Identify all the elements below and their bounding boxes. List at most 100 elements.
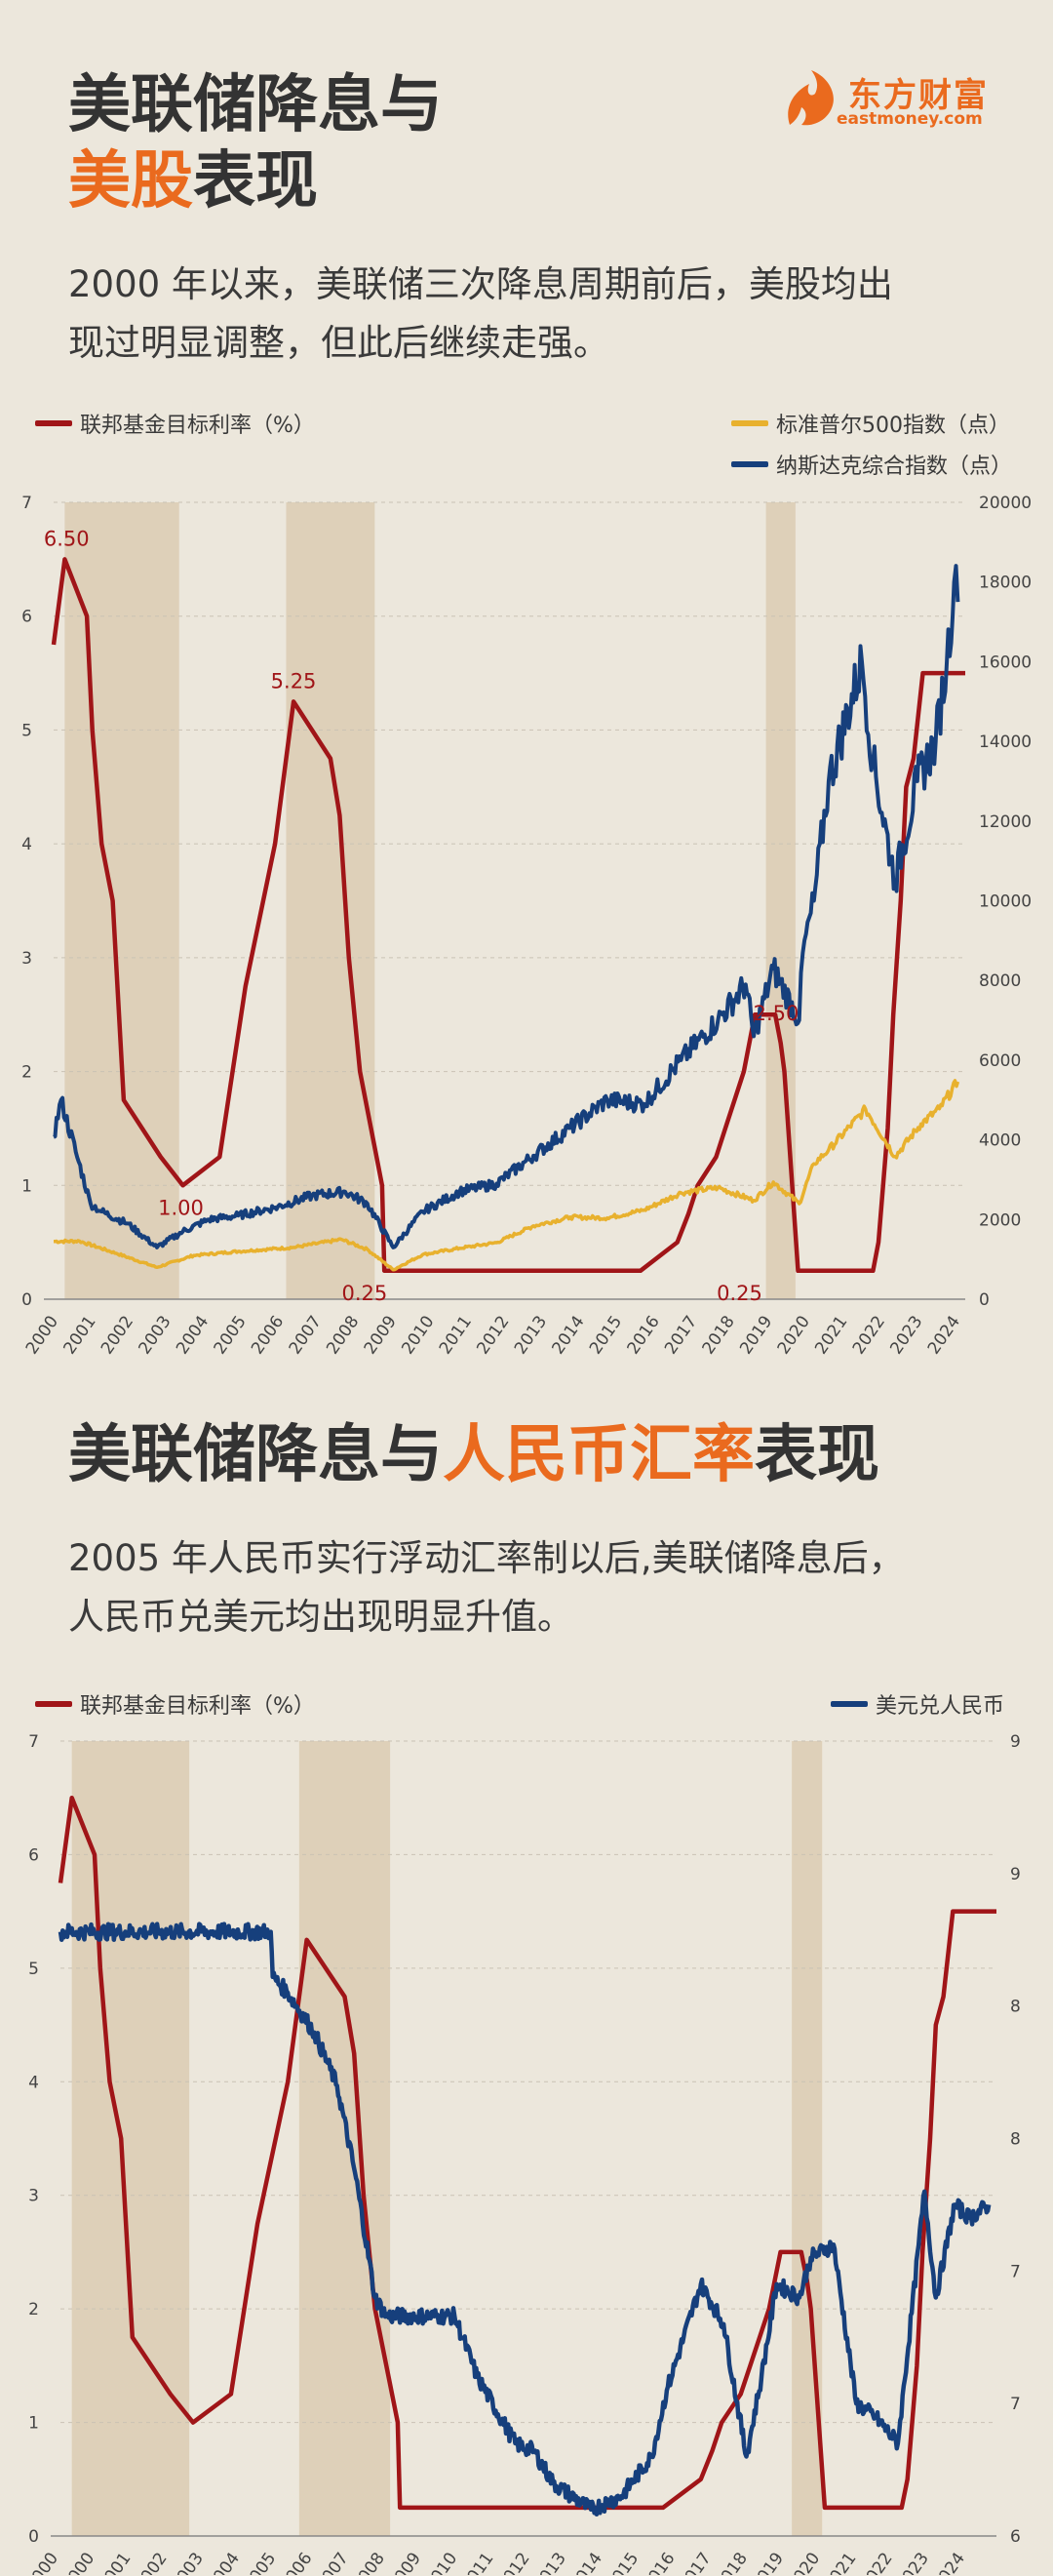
chart1: 0123456702000400060008000100001200014000… [21, 494, 1032, 1356]
x-tick-5: 2005 [211, 1312, 251, 1356]
x-tick-1: 2001 [59, 1312, 99, 1356]
x-tick-21: 2020 [784, 2549, 824, 2575]
legend-swatch-fed-2 [35, 1701, 72, 1707]
flame-icon [788, 70, 834, 126]
x-tick-6: 2006 [248, 1312, 288, 1356]
section2-title-accent: 人民币汇率 [443, 1419, 755, 1491]
y-right-tick-1: 2000 [979, 1210, 1021, 1230]
x-tick-5: 2004 [204, 2549, 244, 2575]
x-tick-24: 2023 [893, 2549, 933, 2575]
annotation-0: 6.50 [44, 527, 90, 550]
x-tick-20: 2019 [748, 2549, 788, 2575]
x-tick-9: 2009 [361, 1312, 401, 1356]
y-left-tick-0: 0 [21, 1290, 32, 1310]
x-tick-14: 2014 [548, 1312, 588, 1356]
legend-label-usdcny: 美元兑人民币 [876, 1694, 1005, 1719]
y-left-tick-0: 0 [28, 2527, 39, 2547]
fed-rate-line-2 [58, 1795, 996, 2511]
y-right-tick-2: 7 [1010, 2262, 1021, 2281]
y-left-tick-7: 7 [21, 494, 32, 513]
x-tick-4: 2004 [173, 1312, 213, 1356]
x-tick-13: 2013 [511, 1312, 551, 1356]
x-tick-17: 2016 [639, 2549, 679, 2575]
x-tick-14: 2013 [530, 2549, 570, 2575]
x-tick-0: 2000 [22, 1312, 62, 1356]
legend-swatch-fed [35, 420, 72, 426]
section2-title-rest: 表现 [755, 1419, 879, 1491]
y-left-tick-6: 6 [28, 1845, 39, 1865]
y-right-tick-8: 16000 [979, 653, 1032, 672]
section2-subtitle-line1: 2005 年人民币实行浮动汇率制以后,美联储降息后， [68, 1537, 905, 1579]
eastmoney-logo: 东方财富 eastmoney.com [780, 66, 994, 135]
annotation-5: 0.25 [717, 1282, 762, 1305]
y-right-tick-9: 18000 [979, 574, 1032, 593]
annotation-3: 0.25 [342, 1282, 388, 1305]
x-tick-7: 2007 [286, 1312, 326, 1356]
section2-title: 美联储降息与人民币汇率表现 [68, 1416, 879, 1494]
x-tick-10: 2010 [398, 1312, 438, 1356]
y-right-tick-0: 6 [1010, 2527, 1021, 2547]
legend-swatch-sp500 [731, 420, 768, 426]
y-left-tick-5: 5 [21, 721, 32, 740]
x-tick-16: 2016 [624, 1312, 664, 1356]
x-tick-22: 2021 [820, 2549, 860, 2575]
cut-period-shade-1 [286, 502, 375, 1299]
x-tick-19: 2018 [712, 2549, 752, 2575]
y-left-tick-1: 1 [28, 2414, 39, 2434]
chart2: 0123456767788992000200020012002200320042… [22, 1732, 1021, 2575]
y-right-tick-4: 8 [1010, 1998, 1021, 2017]
y-right-tick-3: 8 [1010, 2130, 1021, 2150]
fed-rate-line [51, 557, 965, 1274]
y-left-tick-2: 2 [21, 1063, 32, 1083]
x-tick-18: 2017 [675, 2549, 715, 2575]
annotation-1: 5.25 [271, 669, 317, 693]
x-tick-2: 2002 [98, 1312, 137, 1356]
y-right-tick-4: 8000 [979, 971, 1021, 991]
x-tick-20: 2020 [774, 1312, 814, 1356]
x-tick-23: 2023 [886, 1312, 926, 1356]
x-tick-17: 2017 [661, 1312, 701, 1356]
section1-title-accent: 美股 [68, 145, 193, 218]
section1-title-line1: 美联储降息与 [68, 66, 443, 144]
annotation-2: 1.00 [158, 1196, 204, 1219]
x-tick-3: 2002 [131, 2549, 171, 2575]
x-tick-4: 2003 [168, 2549, 208, 2575]
logo-en: eastmoney.com [837, 109, 983, 129]
x-tick-19: 2019 [736, 1312, 776, 1356]
x-tick-8: 2007 [312, 2549, 352, 2575]
x-tick-10: 2009 [385, 2549, 425, 2575]
x-tick-23: 2022 [856, 2549, 896, 2575]
y-left-tick-7: 7 [28, 1732, 39, 1752]
y-right-tick-6: 12000 [979, 812, 1032, 832]
chart2-legend-fed: 联邦基金目标利率（%） [35, 1688, 315, 1720]
x-tick-6: 2005 [240, 2549, 280, 2575]
section1-subtitle-line2: 现过明显调整，但此后继续走强。 [68, 322, 609, 364]
x-tick-12: 2011 [457, 2549, 497, 2575]
x-tick-3: 2003 [136, 1312, 176, 1356]
x-tick-24: 2024 [924, 1312, 964, 1356]
y-left-tick-6: 6 [21, 608, 32, 627]
y-right-tick-1: 7 [1010, 2395, 1021, 2414]
x-tick-15: 2014 [566, 2549, 606, 2575]
section1-title-rest: 表现 [193, 145, 318, 218]
section1-title-part1: 美联储降息与 [68, 69, 443, 141]
cut-period-shade-0 [64, 502, 179, 1299]
x-tick-1: 2000 [58, 2549, 98, 2575]
y-right-tick-6: 9 [1010, 1732, 1021, 1752]
y-left-tick-5: 5 [28, 1960, 39, 1979]
x-tick-0: 2000 [22, 2549, 62, 2575]
y-left-tick-2: 2 [28, 2300, 39, 2319]
cut-period-shade-0 [71, 1741, 190, 2536]
x-tick-12: 2012 [473, 1312, 513, 1356]
x-tick-11: 2010 [421, 2549, 461, 2575]
x-tick-8: 2008 [323, 1312, 363, 1356]
legend-label-fed-2: 联邦基金目标利率（%） [80, 1694, 315, 1719]
y-right-tick-5: 10000 [979, 892, 1032, 912]
y-left-tick-1: 1 [21, 1176, 32, 1196]
chart2-legend-usdcny: 美元兑人民币 [831, 1688, 1004, 1720]
nasdaq-line [53, 564, 960, 1249]
x-tick-22: 2022 [849, 1312, 889, 1356]
y-left-tick-3: 3 [21, 949, 32, 969]
annotation-4: 2.50 [754, 1002, 800, 1025]
x-tick-7: 2006 [276, 2549, 316, 2575]
